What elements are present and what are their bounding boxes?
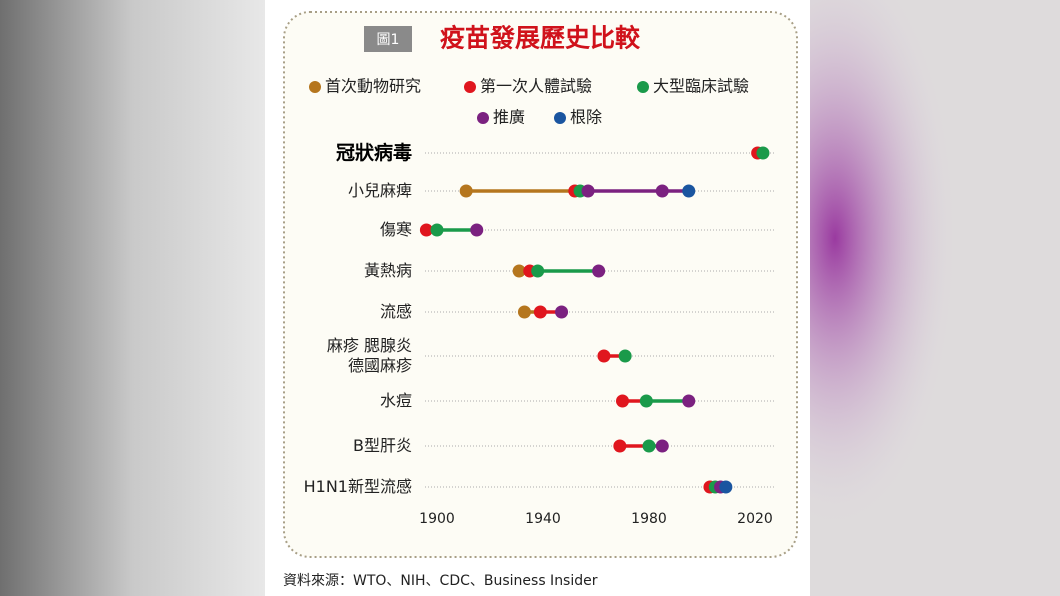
x-tick-label: 1980 [631,511,667,527]
dot [430,223,444,237]
category-label: 黃熱病 [363,261,412,280]
legend-marker [554,112,566,124]
dot [756,146,770,160]
legend-label: 推廣 [493,108,525,127]
dot [655,439,669,453]
dot [682,394,696,408]
category-label: B型肝炎 [353,436,412,455]
dot [581,184,595,198]
dot [419,223,433,237]
dot [555,305,569,319]
x-tick-label: 1900 [419,511,455,527]
dot [618,349,632,363]
dot [470,223,484,237]
badge: 圖1 [377,32,400,48]
blur-left [0,0,265,596]
legend-marker [464,81,476,93]
legend-marker [477,112,489,124]
chart-title: 疫苗發展歷史比較 [440,24,641,53]
dot [512,264,526,278]
dot [719,480,733,494]
dot [616,394,629,408]
category-label: 傷寒 [379,220,412,239]
x-tick-label: 1940 [525,511,561,527]
dot [682,184,696,198]
dot [655,184,669,198]
dot [597,349,611,363]
legend-label: 第一次人體試驗 [480,77,592,96]
legend-label: 根除 [570,108,602,127]
category-label: H1N1新型流感 [303,477,412,496]
blur-right-accent [810,0,1060,596]
category-label: 冠狀病毒 [335,142,412,164]
dot [613,439,627,453]
dot [459,184,473,198]
category-label: 流感 [379,302,412,321]
legend-label: 首次動物研究 [325,77,421,96]
x-tick-label: 2020 [737,511,773,527]
dot [592,264,606,278]
dot [642,439,656,453]
dot [531,264,545,278]
source: 資料來源：WTO、NIH、CDC、Business Insider [283,573,598,589]
card [283,11,798,558]
legend-label: 大型臨床試驗 [653,77,749,96]
dot [517,305,531,319]
dot [533,305,547,319]
legend-marker [637,81,649,93]
category-label: 水痘 [379,391,412,410]
category-label: 麻疹 腮腺炎 德國麻疹 [326,336,412,375]
category-label: 小兒麻痺 [347,181,412,200]
badge-box [364,26,412,52]
dot [639,394,653,408]
legend-marker [309,81,321,93]
